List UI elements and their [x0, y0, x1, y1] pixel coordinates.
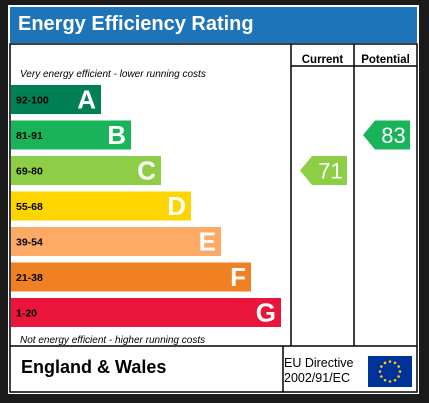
eu-star	[378, 370, 382, 373]
band-d: 55-68 D	[11, 191, 191, 221]
band-letter-label: E	[199, 227, 216, 257]
band-a: 92-100 A	[11, 85, 101, 115]
band-b: 81-91 B	[11, 120, 131, 150]
current-rating-arrow-value: 71	[318, 159, 342, 184]
band-g: 1-20 G	[11, 298, 281, 328]
band-letter-label: F	[230, 262, 246, 292]
band-range-label: 39-54	[16, 237, 43, 249]
band-range-label: 69-80	[16, 166, 43, 178]
band-range-label: 92-100	[16, 95, 49, 107]
band-range-label: 81-91	[16, 130, 43, 142]
band-bar-f	[11, 262, 251, 292]
band-letter-label: G	[256, 298, 276, 328]
eu-star	[393, 378, 397, 382]
band-letter-label: A	[77, 85, 96, 115]
eu-star	[397, 365, 400, 368]
epc-chart: Energy Efficiency Rating 92-100 A 81-91 B 69…	[8, 5, 419, 394]
band-c: 69-80 C	[11, 156, 161, 186]
directive-line-2: 2002/91/EC	[284, 371, 351, 385]
band-f: 21-38 F	[11, 262, 251, 292]
band-range-label: 21-38	[16, 272, 43, 284]
eu-star	[380, 375, 383, 378]
eu-star	[383, 361, 387, 365]
directive-line-1: EU Directive	[284, 356, 354, 370]
header-bar: Energy Efficiency Rating	[10, 7, 417, 43]
bottom-note: Not energy efficient - higher running co…	[20, 335, 206, 346]
region-label: England & Wales	[21, 357, 167, 377]
potential-rating-arrow-value: 83	[381, 123, 405, 148]
band-e: 39-54 E	[11, 227, 221, 257]
band-letter-label: B	[107, 120, 126, 150]
eu-star	[397, 375, 400, 378]
eu-star	[383, 378, 387, 382]
potential-rating-arrow-shape	[363, 120, 410, 150]
band-bar-e	[11, 227, 221, 256]
current-rating-arrow: 71	[300, 156, 347, 185]
band-bar-b	[11, 120, 131, 150]
band-range-label: 55-68	[16, 201, 43, 213]
eu-flag-icon	[368, 356, 412, 387]
grid-lines: 92-100 A 81-91 B 69-80 C 55-68 D 39-54 E 21-38 F 1-2…	[9, 43, 418, 393]
band-bar-a	[11, 85, 101, 114]
potential-column-header: Potential	[361, 54, 410, 66]
directive-label: EU Directive 2002/91/EC	[284, 356, 353, 386]
band-bar-g	[11, 298, 281, 327]
top-note: Very energy efficient - lower running co…	[20, 69, 206, 80]
eu-star	[380, 365, 383, 368]
band-bar-d	[11, 191, 191, 221]
eu-star	[398, 370, 402, 373]
potential-rating-arrow: 83	[363, 120, 410, 150]
eu-star	[393, 361, 397, 365]
band-letter-label: D	[167, 191, 186, 221]
current-rating-arrow-shape	[300, 156, 347, 185]
eu-star	[388, 360, 392, 363]
chart-title: Energy Efficiency Rating	[18, 13, 254, 35]
band-range-label: 1-20	[16, 308, 37, 320]
eu-star	[388, 380, 392, 383]
current-column-header: Current	[301, 54, 344, 66]
band-letter-label: C	[137, 156, 156, 186]
band-bar-c	[11, 156, 161, 185]
